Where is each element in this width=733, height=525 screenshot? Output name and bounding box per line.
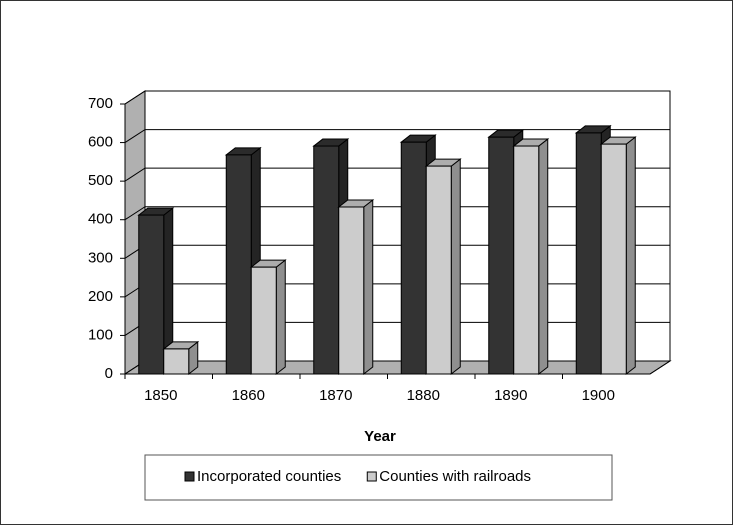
y-tick-label: 0 [105,365,113,382]
x-tick-label: 1900 [582,387,615,404]
bar [138,214,165,375]
x-axis-front [649,360,671,375]
y-tick-label: 500 [88,172,113,189]
x-tick-label: 1850 [144,387,177,404]
y-tick-label: 200 [88,288,113,305]
legend [144,454,613,501]
x-tick-label: 1890 [494,387,527,404]
bar-side [363,198,374,376]
x-tick-label: 1870 [319,387,352,404]
bar-side [275,259,286,376]
y-tick-label: 400 [88,211,113,228]
bar-side [625,136,636,376]
bar [313,145,340,375]
bar [338,206,365,375]
bar [513,145,540,375]
bar [163,348,190,375]
y-tick-label: 600 [88,134,113,151]
bar [488,136,515,375]
legend-swatch [366,471,377,482]
x-tick-label: 1880 [407,387,440,404]
y-tick-label: 300 [88,249,113,266]
x-tick-label: 1860 [232,387,265,404]
bar [425,165,452,375]
x-axis-title: Year [364,428,396,445]
grid-line [124,90,670,105]
bar-side [450,158,461,376]
bar [600,143,627,375]
bar [575,132,602,375]
y-tick-label: 100 [88,326,113,343]
legend-swatch [184,471,195,482]
bar [400,141,427,375]
bar [225,154,252,375]
bar [250,266,277,375]
bar-side [538,138,549,376]
y-tick-label: 700 [88,95,113,112]
legend-label: Incorporated counties [197,468,341,485]
grid-line [124,129,670,143]
legend-label: Counties with railroads [379,468,531,485]
